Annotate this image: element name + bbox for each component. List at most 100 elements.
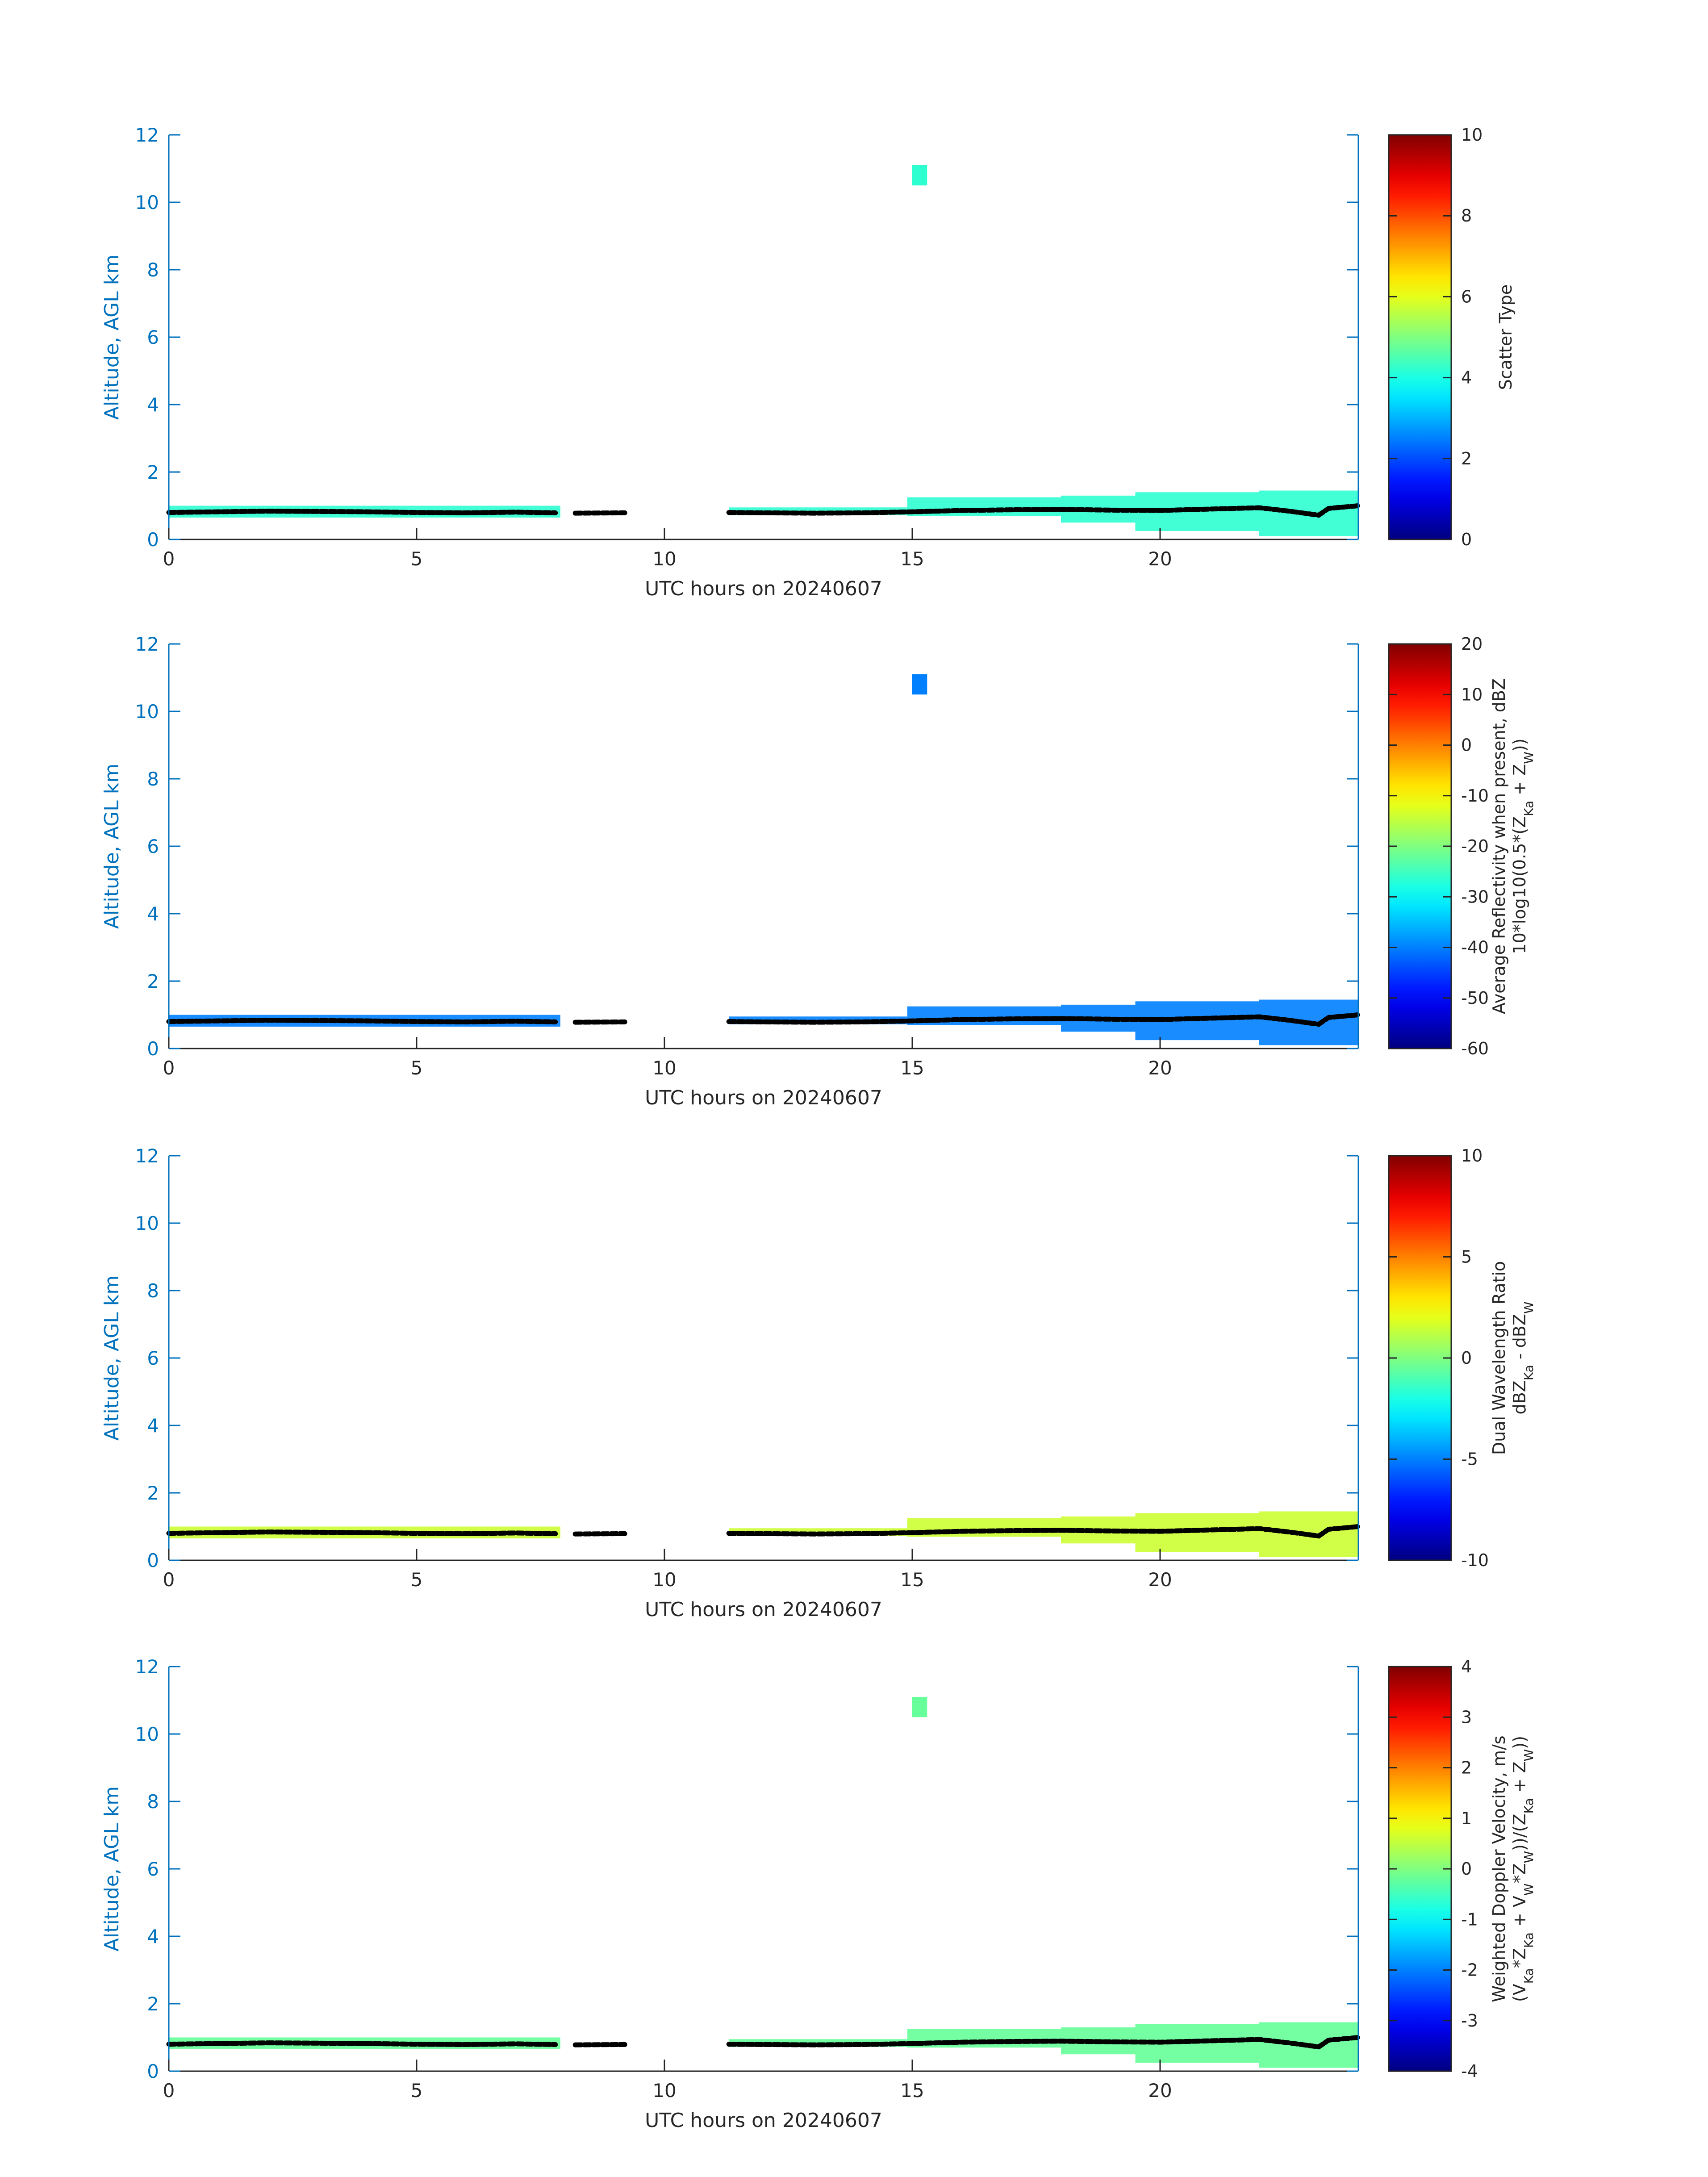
x-tick-label: 0 [163, 548, 175, 570]
y-axis-label: Altitude, AGL km [100, 255, 123, 420]
colorbar-tick-label: -50 [1461, 988, 1489, 1008]
colorbar-label: dBZKa - dBZW [1510, 1301, 1536, 1414]
colorbar-tick-label: 3 [1461, 1707, 1472, 1727]
colorbar-tick-label: 0 [1461, 530, 1472, 549]
y-tick-label: 0 [147, 1038, 159, 1060]
y-tick-label: 0 [147, 529, 159, 551]
colorbar-tick-label: 10 [1461, 125, 1482, 145]
cloud-base-line [166, 2035, 1361, 2050]
colorbar-tick-label: -20 [1461, 836, 1489, 856]
x-tick-label: 20 [1148, 548, 1172, 570]
colorbar-tick-label: 20 [1461, 634, 1482, 654]
y-tick-label: 4 [147, 394, 159, 416]
colorbar-tick-label: 1 [1461, 1809, 1472, 1828]
x-tick-label: 5 [411, 1057, 423, 1079]
x-tick-label: 20 [1148, 2080, 1172, 2102]
x-tick-label: 0 [163, 1057, 175, 1079]
x-tick-label: 0 [163, 2080, 175, 2102]
y-tick-label: 2 [147, 1993, 159, 2015]
colorbar-tick-label: -2 [1461, 1960, 1478, 1980]
x-tick-label: 15 [900, 1569, 924, 1591]
colorbar [1388, 643, 1452, 1049]
x-tick-label: 10 [652, 548, 676, 570]
colorbar-tick-label: -4 [1461, 2061, 1478, 2081]
colorbar-tick-label: -10 [1461, 786, 1489, 806]
colorbar-label: 10*log10(0.5*(ZKa + ZW)) [1510, 738, 1536, 954]
x-tick-label: 0 [163, 1569, 175, 1591]
colorbar-tick-label: 10 [1461, 685, 1482, 704]
y-tick-label: 2 [147, 461, 159, 483]
colorbar-label: Average Reflectivity when present, dBZ [1489, 678, 1509, 1014]
colorbar-label: Dual Wavelength Ratio [1489, 1261, 1509, 1455]
x-tick-label: 15 [900, 2080, 924, 2102]
colorbar-tick-label: -10 [1461, 1550, 1489, 1570]
colorbar-tick-label: -40 [1461, 938, 1489, 957]
x-tick-label: 10 [652, 1569, 676, 1591]
y-tick-label: 6 [147, 1858, 159, 1880]
y-axis-label: Altitude, AGL km [100, 1786, 123, 1951]
y-axis-label: Altitude, AGL km [100, 1275, 123, 1441]
colorbar-tick-label: 2 [1461, 449, 1472, 468]
colorbar-label: Scatter Type [1496, 284, 1516, 390]
x-axis-label: UTC hours on 20240607 [645, 1086, 882, 1109]
x-tick-label: 20 [1148, 1569, 1172, 1591]
y-tick-label: 2 [147, 970, 159, 992]
colorbar-tick-label: 6 [1461, 287, 1472, 306]
colorbar-label: (VKa*ZKa + VW*ZW))/(ZKa + ZW)) [1510, 1736, 1536, 2002]
y-tick-label: 6 [147, 836, 159, 857]
y-tick-label: 10 [135, 192, 159, 213]
colorbar-tick-label: 0 [1461, 1859, 1472, 1879]
y-tick-label: 0 [147, 1550, 159, 1571]
colorbar-tick-label: 4 [1461, 368, 1472, 388]
y-tick-label: 4 [147, 903, 159, 925]
x-axis-label: UTC hours on 20240607 [645, 1598, 882, 1621]
x-axis-label: UTC hours on 20240607 [645, 577, 882, 600]
colorbar-tick-label: 8 [1461, 206, 1472, 226]
y-tick-label: 8 [147, 1791, 159, 1813]
y-tick-label: 6 [147, 1347, 159, 1369]
high-cloud-patch [912, 165, 927, 186]
colorbar-tick-label: -30 [1461, 887, 1489, 907]
colorbar-tick-label: -5 [1461, 1450, 1478, 1469]
y-tick-label: 12 [135, 124, 159, 146]
colorbar-tick-label: 0 [1461, 1348, 1472, 1368]
x-tick-label: 5 [411, 548, 423, 570]
y-tick-label: 6 [147, 326, 159, 348]
cloud-base-line [166, 1012, 1361, 1027]
y-tick-label: 12 [135, 1145, 159, 1167]
panel-2: 0 2 4 6 8 10 12 0 5 10 15 20 UTC hours on 20240607 Al… [100, 633, 1536, 1109]
high-cloud-patch [912, 674, 927, 695]
y-tick-label: 0 [147, 2060, 159, 2082]
cloud-base-line [166, 503, 1361, 518]
colorbar-tick-label: 5 [1461, 1247, 1472, 1267]
y-tick-label: 4 [147, 1415, 159, 1437]
cloud-base-line [166, 1524, 1361, 1539]
panel-3: 0 2 4 6 8 10 12 0 5 10 15 20 UTC hours on 20240607 Al… [100, 1145, 1536, 1621]
y-tick-label: 10 [135, 701, 159, 723]
colorbar-tick-label: 2 [1461, 1758, 1472, 1778]
colorbar-tick-label: 10 [1461, 1146, 1482, 1166]
colorbar-tick-label: -1 [1461, 1910, 1478, 1929]
y-tick-label: 12 [135, 1656, 159, 1678]
y-tick-label: 2 [147, 1482, 159, 1504]
colorbar [1388, 134, 1452, 540]
colorbar [1388, 1666, 1452, 2072]
y-tick-label: 8 [147, 768, 159, 790]
colorbar-tick-label: -3 [1461, 2011, 1478, 2031]
colorbar [1388, 1155, 1452, 1561]
x-tick-label: 20 [1148, 1057, 1172, 1079]
x-tick-label: 10 [652, 1057, 676, 1079]
colorbar-tick-label: -60 [1461, 1039, 1489, 1058]
x-tick-label: 15 [900, 548, 924, 570]
y-axis-label: Altitude, AGL km [100, 764, 123, 929]
colorbar-tick-label: 4 [1461, 1657, 1472, 1676]
x-tick-label: 15 [900, 1057, 924, 1079]
x-tick-label: 5 [411, 1569, 423, 1591]
x-tick-label: 10 [652, 2080, 676, 2102]
y-tick-label: 12 [135, 633, 159, 655]
colorbar-tick-label: 0 [1461, 735, 1472, 755]
y-tick-label: 8 [147, 259, 159, 281]
